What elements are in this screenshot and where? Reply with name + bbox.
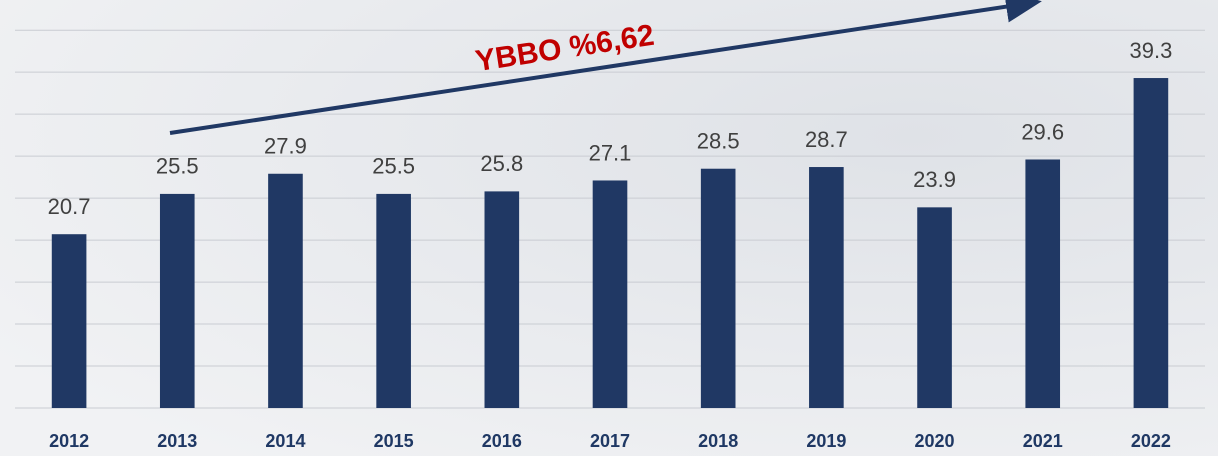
data-label: 23.9 bbox=[913, 167, 956, 192]
bar bbox=[917, 207, 952, 408]
data-label: 29.6 bbox=[1021, 119, 1064, 144]
x-tick-label: 2013 bbox=[157, 431, 197, 451]
bar bbox=[268, 173, 303, 408]
x-tick-label: 2012 bbox=[49, 431, 89, 451]
bar bbox=[51, 234, 87, 408]
data-label: 28.5 bbox=[697, 129, 740, 154]
x-tick-label: 2022 bbox=[1131, 431, 1171, 451]
data-label: 27.9 bbox=[264, 134, 307, 159]
data-label: 27.1 bbox=[589, 140, 632, 165]
x-tick-label: 2018 bbox=[698, 431, 738, 451]
data-label: 20.7 bbox=[48, 194, 91, 219]
x-tick-label: 2017 bbox=[590, 431, 630, 451]
bar bbox=[592, 180, 628, 408]
x-tick-label: 2016 bbox=[482, 431, 522, 451]
data-label: 28.7 bbox=[805, 127, 848, 152]
bar bbox=[159, 193, 195, 408]
bar bbox=[376, 193, 411, 408]
bar bbox=[700, 168, 736, 408]
bar bbox=[1133, 78, 1169, 408]
data-label: 25.5 bbox=[372, 154, 415, 179]
x-tick-label: 2020 bbox=[915, 431, 955, 451]
data-label: 25.5 bbox=[156, 154, 199, 179]
trend-arrow bbox=[169, 0, 1042, 135]
bar bbox=[1025, 159, 1061, 408]
bar bbox=[484, 191, 520, 408]
data-label: 25.8 bbox=[480, 151, 523, 176]
x-tick-label: 2019 bbox=[806, 431, 846, 451]
bar bbox=[809, 167, 844, 408]
x-tick-label: 2014 bbox=[265, 431, 305, 451]
data-label: 39.3 bbox=[1129, 38, 1172, 63]
x-tick-label: 2021 bbox=[1023, 431, 1063, 451]
x-tick-label: 2015 bbox=[374, 431, 414, 451]
